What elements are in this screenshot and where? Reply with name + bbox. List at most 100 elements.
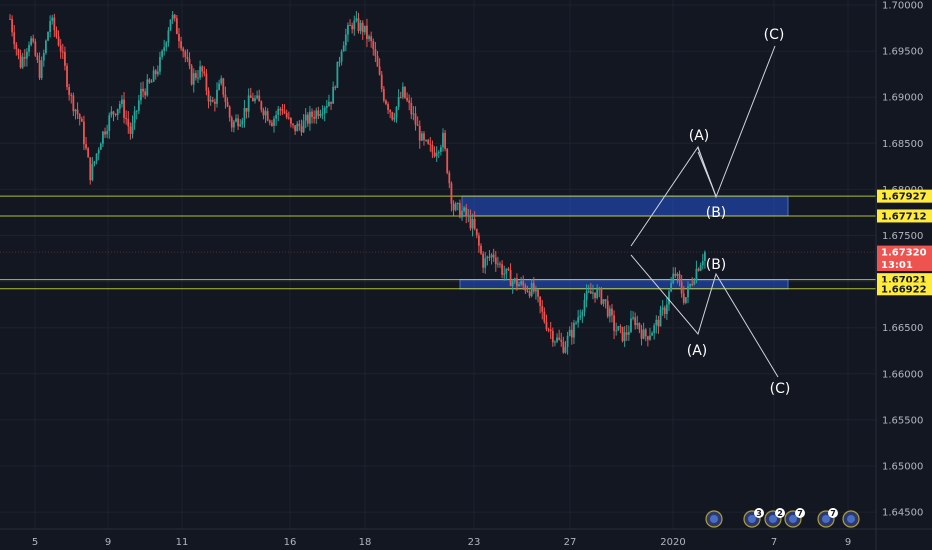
candle-down (80, 118, 83, 122)
candle-down (372, 40, 375, 49)
candle-up (439, 147, 442, 152)
candle-up (703, 252, 706, 261)
candle-up (627, 332, 630, 335)
candle-up (353, 20, 356, 30)
candle-up (241, 120, 244, 125)
candle-down (604, 299, 607, 302)
candle-up (454, 203, 457, 211)
candle-up (355, 18, 358, 21)
candle-down (36, 55, 39, 61)
event-icon-core (822, 515, 830, 523)
candle-down (429, 143, 432, 145)
candle-down (638, 323, 641, 330)
candle-up (296, 123, 299, 132)
x-tick-label: 27 (564, 537, 577, 548)
candle-down (125, 117, 128, 120)
wave-label-bullish: (B) (706, 205, 727, 221)
candle-up (192, 73, 195, 85)
event-icon-core (710, 515, 718, 523)
candle-down (61, 51, 64, 53)
x-tick-label: 5 (32, 537, 38, 548)
candle-up (51, 17, 54, 21)
candle-down (222, 78, 225, 95)
candle-down (144, 91, 147, 96)
candle-up (401, 86, 404, 98)
candle-down (444, 132, 446, 149)
candle-up (347, 24, 349, 35)
candle-down (89, 157, 92, 181)
candle-down (349, 24, 351, 26)
candle-up (256, 95, 259, 99)
candle-down (399, 97, 402, 99)
candle-up (437, 151, 440, 153)
candle-down (644, 329, 647, 337)
candle-down (129, 126, 132, 134)
y-tick-label: 1.65000 (882, 462, 923, 473)
candle-up (587, 291, 590, 293)
candle-up (412, 113, 415, 115)
candle-up (273, 118, 275, 126)
x-tick-label: 2020 (660, 537, 685, 548)
candle-up (137, 100, 140, 111)
candle-up (336, 61, 339, 88)
candle-up (220, 78, 223, 84)
event-count-badge (754, 508, 764, 518)
price-tag-bg (877, 189, 932, 203)
candle-down (482, 253, 485, 268)
event-count-badge (775, 508, 785, 518)
candle-down (17, 49, 20, 56)
candle-up (321, 113, 324, 115)
candle-down (266, 111, 269, 121)
candle-down (562, 341, 565, 353)
candle-down (516, 278, 518, 287)
candle-up (511, 281, 514, 287)
candle-up (309, 111, 311, 124)
candle-down (558, 337, 561, 340)
candle-down (281, 109, 284, 112)
x-tick-label: 16 (284, 537, 297, 548)
candle-up (106, 131, 109, 135)
candle-up (617, 326, 620, 331)
candle-down (619, 326, 622, 328)
candle-up (150, 81, 153, 83)
candle-down (268, 120, 271, 123)
candle-down (23, 56, 26, 59)
candle-up (338, 61, 341, 63)
candle-down (76, 109, 79, 115)
candle-up (323, 107, 326, 114)
y-tick-label: 1.70000 (882, 1, 923, 12)
candle-down (448, 172, 451, 184)
candle-down (173, 14, 176, 19)
candle-up (363, 25, 366, 33)
time-axis[interactable]: 5 9 11 16 18 23 27 2020 7 9 (32, 537, 851, 548)
candle-up (28, 44, 30, 52)
candle-down (32, 38, 35, 42)
y-tick-label: 1.65500 (882, 415, 923, 426)
candle-down (55, 30, 58, 37)
candle-up (530, 283, 533, 296)
candle-up (167, 30, 170, 43)
candle-down (300, 126, 303, 133)
x-tick-label: 7 (771, 537, 777, 548)
x-tick-label: 23 (468, 537, 481, 548)
candle-down (11, 18, 14, 33)
candle-up (21, 56, 24, 68)
candle-down (657, 319, 660, 327)
candle-up (661, 307, 664, 310)
candle-down (351, 25, 354, 30)
candle-up (25, 51, 28, 59)
candle-up (102, 131, 104, 144)
candle-down (423, 133, 425, 141)
candle-down (190, 65, 193, 85)
candle-down (560, 339, 563, 342)
candle-up (319, 114, 322, 116)
candle-down (613, 315, 615, 331)
candle-up (655, 319, 658, 326)
candle-up (359, 22, 362, 32)
candle-down (532, 283, 535, 292)
candle-down (53, 17, 56, 31)
candle-up (490, 254, 493, 258)
projection-arrow (697, 147, 717, 197)
price-tag-label: 1.67021 (881, 275, 927, 286)
